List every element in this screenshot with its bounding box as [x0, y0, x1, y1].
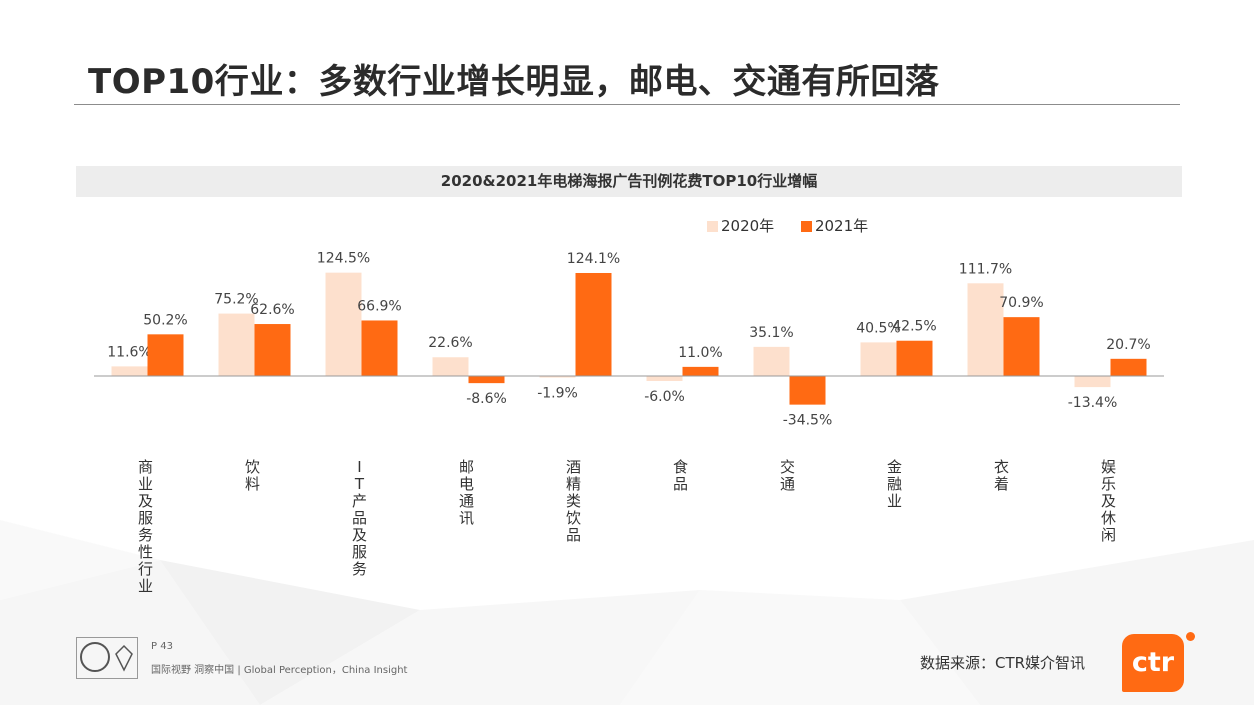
bar-2021-9 [1110, 358, 1147, 376]
category-label-8: 衣着 [994, 458, 1009, 493]
value-label-2020-7: 40.5% [856, 320, 900, 336]
category-label-9: 娱乐及休闲 [1101, 458, 1116, 544]
category-label-2: I T 产品及服务 [352, 458, 367, 578]
value-label-2021-2: 66.9% [357, 298, 401, 314]
bar-2020-7 [860, 342, 897, 376]
value-label-2020-8: 111.7% [959, 261, 1012, 277]
value-label-2021-9: 20.7% [1106, 337, 1150, 353]
category-label-7: 金融业 [887, 458, 902, 510]
page-number: P 43 [151, 641, 173, 652]
value-label-2020-4: -1.9% [537, 386, 578, 402]
bar-2021-8 [1003, 317, 1040, 376]
category-label-5: 食品 [673, 458, 688, 493]
legend-label-2020: 2020年 [721, 217, 775, 235]
ctr-logo: ctr [1122, 634, 1184, 692]
value-label-2021-0: 50.2% [143, 312, 187, 328]
value-label-2021-7: 42.5% [892, 319, 936, 335]
bar-2020-6 [753, 346, 790, 376]
value-label-2020-0: 11.6% [107, 344, 151, 360]
bar-2020-5 [646, 376, 683, 381]
value-label-2020-2: 124.5% [317, 251, 370, 267]
bar-2021-3 [468, 376, 505, 384]
bar-2021-5 [682, 366, 719, 376]
certification-logos [76, 637, 138, 679]
category-label-0: 商业及服务性行业 [138, 458, 153, 595]
value-label-2020-5: -6.0% [644, 389, 685, 405]
value-label-2021-5: 11.0% [678, 345, 722, 361]
value-label-2021-8: 70.9% [999, 295, 1043, 311]
value-label-2021-6: -34.5% [783, 413, 833, 429]
chart-legend: 2020年 2021年 [707, 215, 890, 236]
bar-2020-1 [218, 313, 255, 376]
value-label-2021-3: -8.6% [466, 391, 507, 407]
certification-seal-icon [80, 642, 110, 672]
category-label-4: 酒精类饮品 [566, 458, 581, 544]
bar-2021-7 [896, 340, 933, 376]
value-label-2020-6: 35.1% [749, 325, 793, 341]
bar-2021-4 [575, 272, 612, 376]
certification-mark-icon [115, 644, 133, 672]
category-label-6: 交通 [780, 458, 795, 493]
bar-2021-6 [789, 376, 826, 405]
bar-2021-0 [147, 334, 184, 376]
bar-2020-0 [111, 366, 148, 376]
bar-2021-2 [361, 320, 398, 376]
page-title: TOP10行业：多数行业增长明显，邮电、交通有所回落 [88, 62, 940, 102]
value-label-2021-1: 62.6% [250, 302, 294, 318]
bar-2020-4 [539, 376, 576, 378]
legend-label-2021: 2021年 [814, 217, 869, 235]
legend-item-2021: 2021年 [800, 215, 869, 236]
chart-title: 2020&2021年电梯海报广告刊例花费TOP10行业增幅 [76, 166, 1182, 197]
legend-swatch-2021 [800, 221, 812, 232]
footer-tagline: 国际视野 洞察中国 | Global Perception，China Insi… [151, 665, 408, 676]
legend-item-2020: 2020年 [707, 215, 774, 236]
bar-2020-8 [967, 283, 1004, 376]
registered-mark-icon [1186, 632, 1195, 641]
value-label-2020-3: 22.6% [428, 335, 472, 351]
value-label-2020-1: 75.2% [214, 292, 258, 308]
title-divider [74, 104, 1180, 105]
value-label-2021-4: 124.1% [567, 251, 620, 267]
category-label-3: 邮电通讯 [459, 458, 474, 527]
bar-2020-2 [325, 272, 362, 376]
data-source: 数据来源：CTR媒介智讯 [920, 654, 1086, 672]
value-label-2020-9: -13.4% [1068, 395, 1118, 411]
category-label-1: 饮料 [245, 458, 260, 493]
bar-2021-1 [254, 324, 291, 376]
bar-2020-3 [432, 357, 469, 376]
legend-swatch-2020 [707, 221, 718, 232]
bar-2020-9 [1074, 376, 1111, 388]
